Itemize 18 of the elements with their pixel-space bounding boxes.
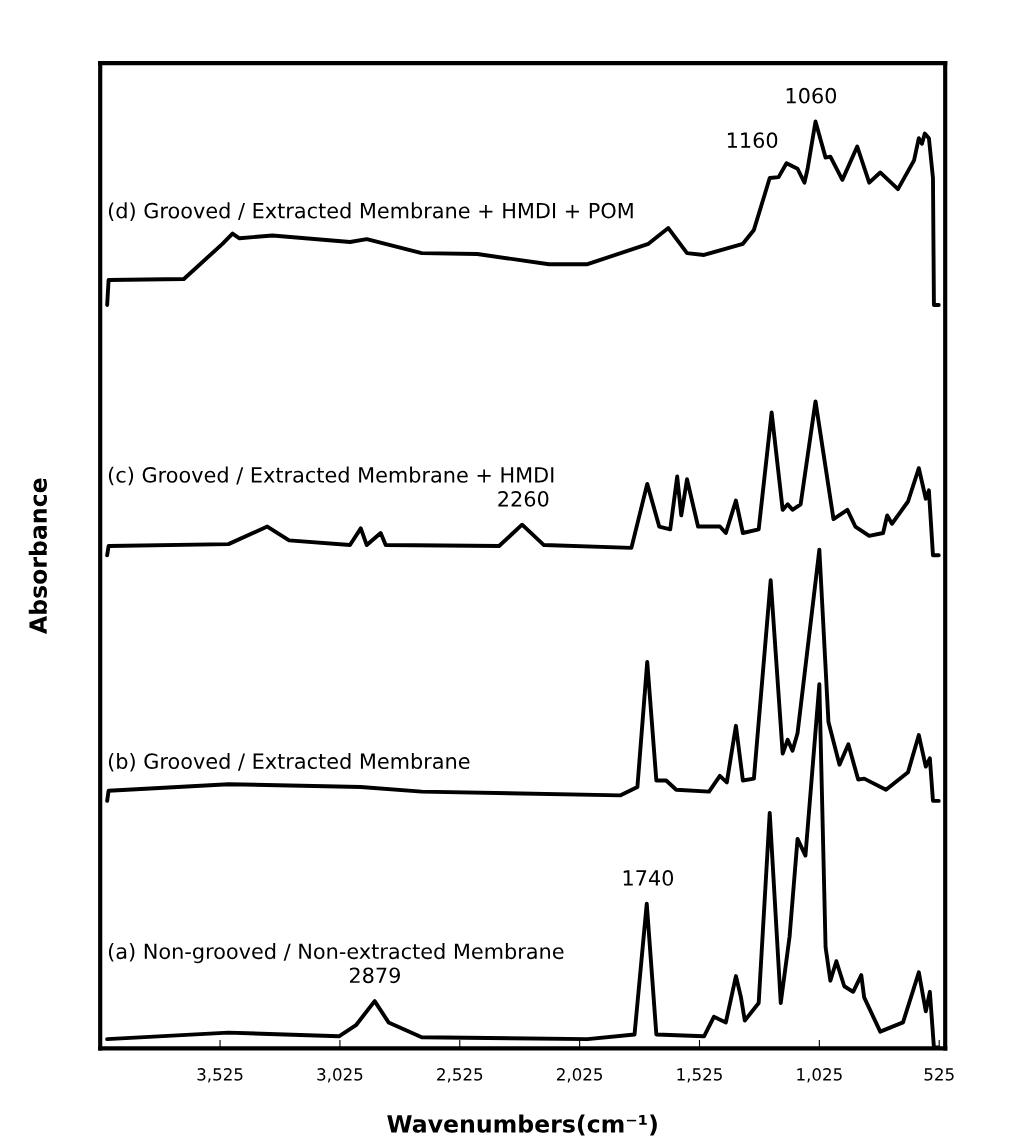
- x-tick-label: 3,025: [317, 1068, 363, 1083]
- series-label: (d) Grooved / Extracted Membrane + HMDI + POM: [108, 202, 633, 221]
- x-axis-title: Wavenumbers(cm⁻¹): [387, 1114, 657, 1136]
- y-axis-title: Absorbance: [28, 478, 48, 634]
- text: (c) Grooved / Extracted Membrane + HMDI: [108, 466, 554, 486]
- annotation: 2879: [349, 967, 400, 984]
- x-tick-label: 1,025: [797, 1068, 842, 1083]
- x-tick-label: 2,025: [556, 1068, 603, 1083]
- text: (a) Non-grooved / Non-extracted Membrane: [108, 943, 564, 964]
- annotation: 1060: [786, 87, 837, 104]
- annotation: 1160: [727, 132, 778, 149]
- annotation: 1740: [623, 870, 674, 886]
- series-label: (b) Grooved / Extracted Membrane: [108, 752, 470, 772]
- x-tick-label: 2,525: [437, 1068, 483, 1083]
- annotation: 2260: [498, 490, 549, 507]
- x-tick-label: 3,525: [197, 1068, 243, 1083]
- x-tick-label: 1,525: [677, 1068, 722, 1083]
- x-tick-label: 525: [924, 1068, 954, 1081]
